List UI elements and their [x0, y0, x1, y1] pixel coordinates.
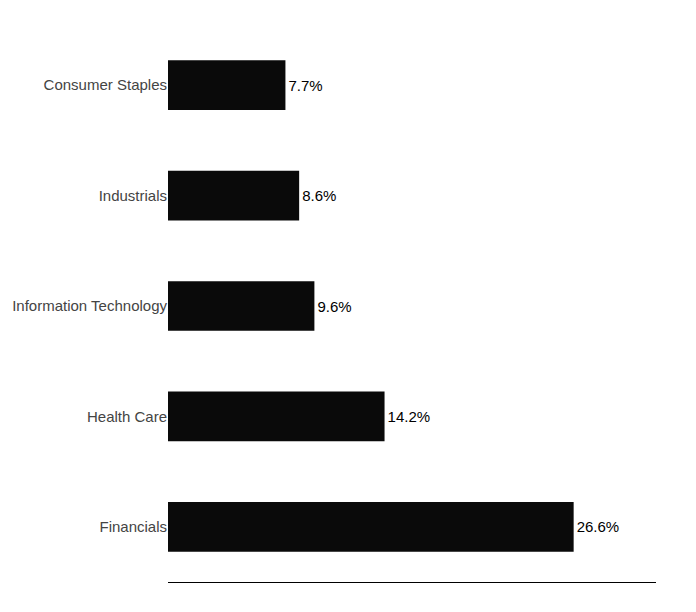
svg-text:7.7%: 7.7% — [288, 77, 322, 94]
svg-text:Industrials: Industrials — [99, 187, 167, 204]
svg-text:Financials: Financials — [99, 518, 167, 535]
svg-text:8.6%: 8.6% — [302, 187, 336, 204]
svg-text:14.2%: 14.2% — [388, 408, 431, 425]
svg-text:9.6%: 9.6% — [317, 298, 351, 315]
svg-text:Information Technology: Information Technology — [12, 297, 167, 314]
svg-text:Consumer Staples: Consumer Staples — [44, 76, 167, 93]
svg-text:Health Care: Health Care — [87, 408, 167, 425]
svg-text:26.6%: 26.6% — [577, 518, 620, 535]
